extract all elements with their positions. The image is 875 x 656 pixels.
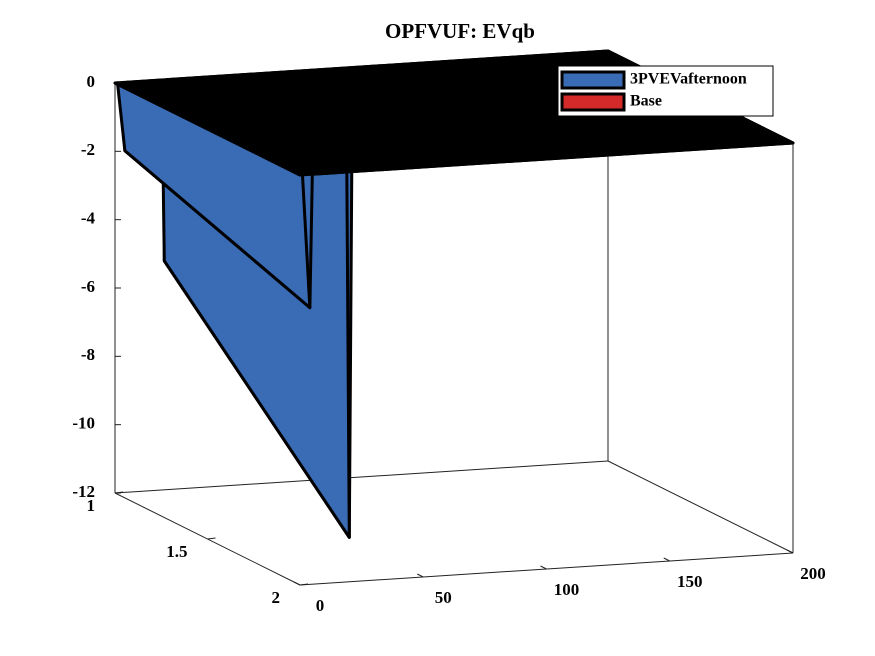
box-edge bbox=[607, 460, 794, 554]
z-tick-label: -8 bbox=[81, 345, 95, 364]
y-tick-label: 1 bbox=[87, 496, 96, 515]
legend-label: 3PVEVafternoon bbox=[630, 71, 747, 88]
z-tick-label: -2 bbox=[81, 140, 95, 159]
legend: 3PVEVafternoon Base bbox=[557, 65, 774, 117]
x-tick bbox=[786, 549, 794, 554]
x-tick-label: 100 bbox=[554, 580, 580, 599]
chart-title: OPFVUF: EVqb bbox=[385, 19, 535, 43]
z-tick-label: 0 bbox=[87, 72, 96, 91]
z-tick-label: -10 bbox=[72, 414, 95, 433]
y-tick-label: 1.5 bbox=[166, 542, 187, 561]
y-tick-label: 2 bbox=[272, 588, 281, 607]
x-tick bbox=[540, 565, 547, 570]
y-tick bbox=[114, 491, 124, 494]
legend-swatch bbox=[560, 92, 626, 112]
legend-swatch bbox=[560, 70, 626, 90]
x-tick-label: 0 bbox=[316, 596, 325, 615]
box-edge bbox=[114, 460, 609, 494]
x-tick-label: 50 bbox=[435, 588, 452, 607]
x-tick bbox=[293, 581, 301, 586]
y-tick bbox=[299, 583, 309, 586]
z-tick-label: -12 bbox=[72, 482, 95, 501]
x-tick bbox=[417, 573, 424, 578]
x-tick-label: 200 bbox=[800, 564, 826, 583]
z-tick-label: -4 bbox=[81, 209, 96, 228]
legend-label: Base bbox=[630, 93, 662, 110]
x-tick-label: 150 bbox=[677, 572, 703, 591]
x-tick bbox=[663, 557, 670, 562]
y-tick bbox=[207, 537, 216, 540]
z-tick-label: -6 bbox=[81, 277, 95, 296]
